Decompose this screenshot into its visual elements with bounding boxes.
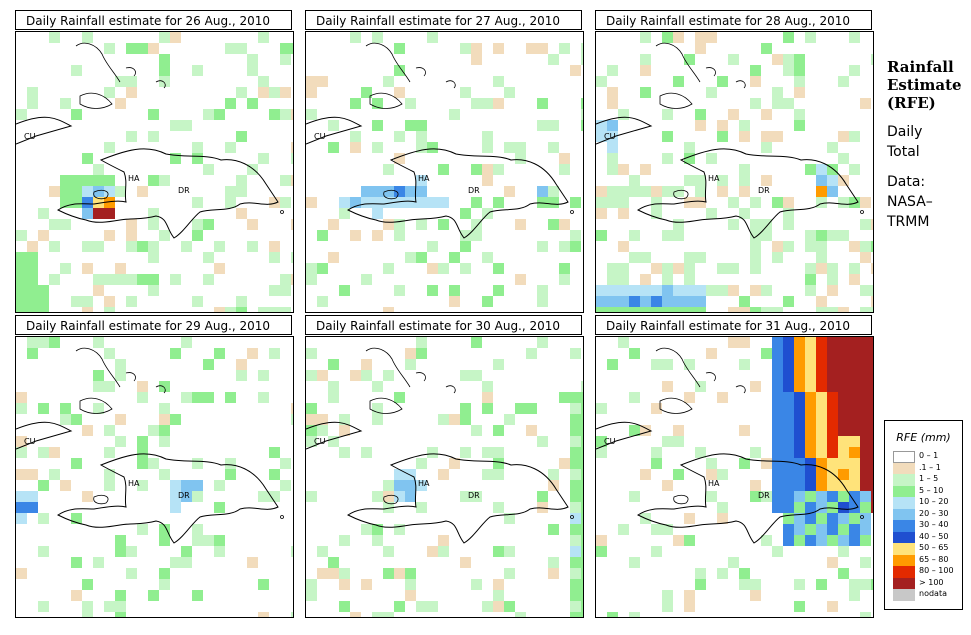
panel-title: Daily Rainfall estimate for 29 Aug., 201… (15, 315, 292, 335)
panel-title: Daily Rainfall estimate for 31 Aug., 201… (595, 315, 872, 335)
legend-swatch (893, 508, 915, 520)
legend-label: 1 – 5 (919, 474, 939, 483)
country-label-cuba: CU (604, 437, 616, 446)
country-label-cuba: CU (604, 132, 616, 141)
rainfall-panel-5: Daily Rainfall estimate for 30 Aug., 201… (305, 315, 584, 618)
panel-title: Daily Rainfall estimate for 27 Aug., 201… (305, 10, 582, 30)
legend-swatch (893, 589, 915, 601)
legend-swatch (893, 462, 915, 474)
country-label-haiti: HA (128, 479, 140, 488)
total-label: Total (887, 144, 920, 160)
legend-item: 0 – 1 (885, 450, 962, 463)
country-label-dr: DR (758, 186, 770, 195)
legend-item: 10 – 20 (885, 496, 962, 509)
legend-title: RFE (mm) (896, 431, 951, 444)
legend-item: 5 – 10 (885, 485, 962, 497)
legend-swatch (893, 543, 915, 555)
legend-label: 80 – 100 (919, 566, 954, 575)
legend-item: 1 – 5 (885, 473, 962, 486)
legend-swatch (893, 531, 915, 543)
country-label-haiti: HA (128, 174, 140, 183)
legend-label: 20 – 30 (919, 508, 949, 518)
country-label-dr: DR (758, 491, 770, 500)
panel-title: Daily Rainfall estimate for 28 Aug., 201… (595, 10, 872, 30)
legend-item: 20 – 30 (885, 508, 962, 520)
legend-swatch (893, 474, 915, 486)
country-label-haiti: HA (708, 479, 720, 488)
legend-swatch (893, 485, 915, 497)
legend-swatch (893, 451, 915, 463)
legend-label: 40 – 50 (919, 531, 949, 541)
rainfall-map: CU HA DR (595, 31, 874, 313)
rainfall-panel-2: Daily Rainfall estimate for 27 Aug., 201… (305, 10, 584, 313)
legend-item: nodata (885, 588, 962, 601)
legend-swatch (893, 497, 915, 509)
map-grid (596, 337, 873, 617)
country-label-dr: DR (468, 491, 480, 500)
legend-label: 0 – 1 (919, 451, 939, 460)
country-label-dr: DR (178, 491, 190, 500)
rfe-title-line-3: (RFE) (887, 94, 936, 112)
panel-title: Daily Rainfall estimate for 26 Aug., 201… (15, 10, 292, 30)
rainfall-panel-4: Daily Rainfall estimate for 29 Aug., 201… (15, 315, 294, 618)
map-grid (16, 337, 293, 617)
data-source-label: Data: NASA– TRMM (887, 172, 971, 232)
legend-item: 50 – 65 (885, 542, 962, 555)
country-label-dr: DR (468, 186, 480, 195)
legend-label: > 100 (919, 577, 944, 587)
legend-label: 5 – 10 (919, 485, 944, 495)
data-label: Data: (887, 174, 926, 190)
country-label-cuba: CU (24, 132, 36, 141)
rfe-title-line-2: Estimate (887, 76, 962, 94)
legend-item: > 100 (885, 577, 962, 589)
legend-swatch (893, 554, 915, 566)
country-label-haiti: HA (418, 174, 430, 183)
country-label-cuba: CU (314, 437, 326, 446)
trmm-label: TRMM (887, 214, 930, 230)
rfe-legend: RFE (mm) 0 – 1 .1 – 1 1 – 5 5 – 10 10 – 20 20… (884, 420, 963, 610)
rainfall-panel-3: Daily Rainfall estimate for 28 Aug., 201… (595, 10, 874, 313)
country-label-haiti: HA (708, 174, 720, 183)
nasa-label: NASA– (887, 194, 933, 210)
legend-swatch (893, 577, 915, 589)
legend-swatch (893, 520, 915, 532)
legend-swatch (893, 566, 915, 578)
legend-label: 10 – 20 (919, 497, 949, 506)
rainfall-map: CU HA DR (15, 336, 294, 618)
daily-label: Daily (887, 124, 923, 140)
legend-item: 80 – 100 (885, 565, 962, 578)
map-grid (16, 32, 293, 312)
rfe-title-line-1: Rainfall (887, 58, 954, 76)
rainfall-panel-1: Daily Rainfall estimate for 26 Aug., 201… (15, 10, 294, 313)
legend-item: .1 – 1 (885, 462, 962, 474)
country-label-cuba: CU (314, 132, 326, 141)
rainfall-map: CU HA DR (305, 336, 584, 618)
legend-label: 30 – 40 (919, 520, 949, 529)
legend-label: .1 – 1 (919, 462, 941, 472)
rainfall-panel-6: Daily Rainfall estimate for 31 Aug., 201… (595, 315, 874, 618)
legend-item: 40 – 50 (885, 531, 962, 543)
country-label-cuba: CU (24, 437, 36, 446)
country-label-haiti: HA (418, 479, 430, 488)
country-label-dr: DR (178, 186, 190, 195)
map-grid (596, 32, 873, 312)
legend-side-text: Rainfall Estimate (RFE) Daily Total Data… (887, 58, 971, 232)
legend-label: nodata (919, 589, 947, 598)
legend-item: 65 – 80 (885, 554, 962, 566)
map-grid (306, 32, 583, 312)
panel-title: Daily Rainfall estimate for 30 Aug., 201… (305, 315, 582, 335)
legend-label: 50 – 65 (919, 543, 949, 552)
daily-total-label: Daily Total (887, 122, 971, 162)
legend-item: 30 – 40 (885, 519, 962, 532)
rainfall-map: CU HA DR (595, 336, 874, 618)
map-grid (306, 337, 583, 617)
rainfall-map: CU HA DR (15, 31, 294, 313)
rainfall-map: CU HA DR (305, 31, 584, 313)
legend-label: 65 – 80 (919, 554, 949, 564)
